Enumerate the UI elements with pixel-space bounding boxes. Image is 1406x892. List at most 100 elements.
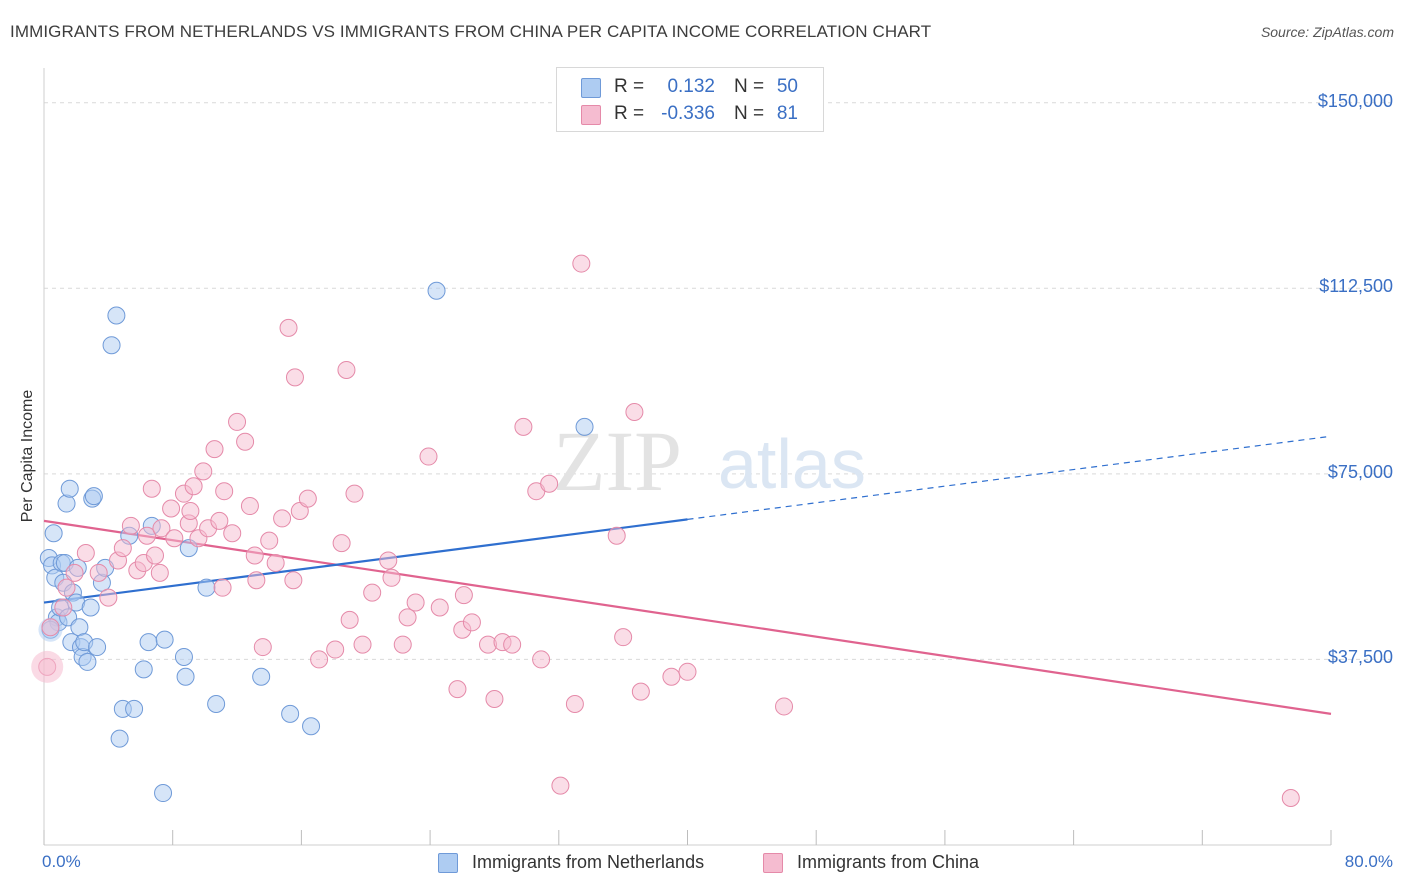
netherlands-point — [281, 704, 300, 723]
china-point — [379, 551, 398, 570]
china-point — [113, 539, 132, 558]
watermark-atlas: atlas — [718, 425, 866, 503]
china-point — [54, 598, 73, 617]
china-point — [65, 563, 84, 582]
china-point — [205, 440, 224, 459]
china-point — [89, 563, 108, 582]
y-tick-label: $75,000 — [1327, 461, 1393, 482]
watermark-zip: ZIP — [553, 413, 682, 509]
china-point — [285, 368, 304, 387]
china-point — [419, 447, 438, 466]
china-point-large — [31, 650, 64, 683]
china-point — [279, 318, 298, 337]
netherlands-point — [139, 633, 158, 652]
netherlands-trend-extension — [687, 435, 1332, 520]
stats-box: R = 0.132 N = 50 R = -0.336 N = 81 — [556, 67, 824, 132]
r-label: R = — [614, 76, 645, 97]
china-point — [631, 682, 650, 701]
china-point — [57, 578, 76, 597]
china-point — [337, 360, 356, 379]
china-point — [448, 680, 467, 699]
china-point — [236, 432, 255, 451]
china-point — [540, 474, 559, 493]
china-point — [152, 519, 171, 538]
netherlands-point — [44, 524, 63, 543]
china-point — [625, 403, 644, 422]
china-point — [228, 412, 247, 431]
china-point — [514, 417, 533, 436]
netherlands-point — [81, 598, 100, 617]
netherlands-point — [57, 494, 76, 513]
china-trend-line — [43, 519, 1332, 715]
china-point — [678, 662, 697, 681]
netherlands-point — [110, 729, 129, 748]
netherlands-point — [154, 784, 173, 803]
china-point — [332, 534, 351, 553]
legend-label-china: Immigrants from China — [797, 852, 980, 872]
netherlands-point — [134, 660, 153, 679]
n-label: N = — [734, 76, 765, 97]
china-point — [398, 608, 417, 627]
china-point — [260, 531, 279, 550]
stats-row-netherlands: R = 0.132 N = 50 — [557, 74, 823, 100]
netherlands-point — [575, 417, 594, 436]
china-point — [430, 598, 449, 617]
netherlands-point — [78, 652, 97, 671]
china-point — [162, 499, 181, 518]
netherlands-point — [197, 578, 216, 597]
china-point — [142, 479, 161, 498]
netherlands-point — [155, 630, 174, 649]
netherlands-point — [107, 306, 126, 325]
source-label: Source: ZipAtlas.com — [1260, 24, 1394, 40]
netherlands-point — [174, 647, 193, 666]
r-value: 0.132 — [667, 76, 715, 97]
china-point — [614, 628, 633, 647]
n-label: N = — [734, 103, 765, 124]
china-point — [345, 484, 364, 503]
legend-swatch-china — [763, 853, 783, 873]
netherlands-point — [207, 694, 226, 713]
netherlands-point — [84, 487, 103, 506]
china-point — [41, 618, 60, 637]
china-point — [775, 697, 794, 716]
china-point — [266, 553, 285, 572]
legend-label-netherlands: Immigrants from Netherlands — [472, 852, 705, 872]
n-value: 81 — [776, 103, 798, 124]
x-axis-min-label: 0.0% — [42, 852, 81, 871]
china-point — [1281, 788, 1300, 807]
x-axis-max-label: 80.0% — [1344, 852, 1393, 871]
r-label: R = — [614, 103, 645, 124]
china-point — [181, 501, 200, 520]
netherlands-point — [427, 281, 446, 300]
china-point — [194, 462, 213, 481]
y-tick-label: $150,000 — [1317, 90, 1393, 111]
china-point — [393, 635, 412, 654]
china-point — [454, 586, 473, 605]
china-point — [213, 578, 232, 597]
china-point — [532, 650, 551, 669]
chart-title: IMMIGRANTS FROM NETHERLANDS VS IMMIGRANT… — [10, 22, 932, 41]
china-point — [406, 593, 425, 612]
china-point — [247, 571, 266, 590]
china-point — [662, 667, 681, 686]
y-tick-label: $37,500 — [1327, 647, 1393, 668]
china-point — [382, 568, 401, 587]
china-point — [165, 529, 184, 548]
axes — [43, 68, 1332, 846]
china-point — [565, 694, 584, 713]
netherlands-point — [102, 336, 121, 355]
china-point — [215, 482, 234, 501]
china-point — [137, 526, 156, 545]
netherlands-point — [176, 667, 195, 686]
china-point — [99, 588, 118, 607]
china-point — [150, 563, 169, 582]
china-point — [253, 638, 272, 657]
china-point — [298, 489, 317, 508]
china-point — [462, 613, 481, 632]
china-point — [184, 477, 203, 496]
china-point — [503, 635, 522, 654]
y-tick-label: $112,500 — [1319, 276, 1393, 297]
china-point — [572, 254, 591, 273]
china-point — [245, 546, 264, 565]
